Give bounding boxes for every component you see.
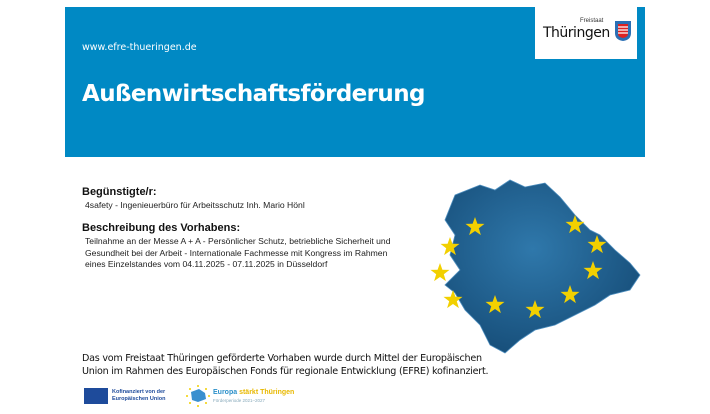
header-banner: www.efre-thueringen.de Außenwirtschaftsf…: [65, 7, 645, 157]
thueringen-map: [430, 179, 641, 354]
beneficiary-label: Begünstigte/r:: [82, 186, 157, 198]
star-icon: [430, 263, 450, 282]
logo-line2: Thüringen: [543, 25, 610, 41]
beneficiary-value: 4safety - Ingenieuerbüro für Arbeitsschu…: [85, 200, 305, 210]
star-icon: [443, 290, 463, 309]
efre-slogan: Europa stärkt Thüringen: [213, 389, 295, 396]
star-icon: [587, 235, 607, 254]
description-line: Teilnahme an der Messe A + A - Persönlic…: [85, 236, 391, 246]
eu-flag-icon: [84, 388, 108, 404]
description-line: Gesundheit bei der Arbeit - Internationa…: [85, 247, 388, 258]
funding-notice: Das vom Freistaat Thüringen geförderte V…: [82, 352, 489, 378]
star-icon: [440, 237, 460, 256]
description-text: Teilnahme an der Messe A + A - Persönlic…: [85, 236, 391, 271]
page-title: Außenwirtschaftsförderung: [82, 81, 425, 107]
coat-of-arms-icon: [615, 21, 631, 41]
eu-stars: [430, 215, 607, 319]
description-label: Beschreibung des Vorhabens:: [82, 222, 241, 234]
efre-logo-icon: [186, 385, 210, 407]
star-icon: [565, 215, 585, 234]
star-icon: [525, 300, 545, 319]
funding-line: Das vom Freistaat Thüringen geförderte V…: [82, 353, 482, 364]
funding-line: Union im Rahmen des Europäischen Fonds f…: [82, 366, 489, 377]
logo-line1: Freistaat: [580, 18, 604, 24]
star-icon: [560, 285, 580, 304]
description-line: eines Einzelstandes vom 04.11.2025 - 07.…: [85, 259, 328, 269]
funding-period: Förderperiode 2021–2027: [213, 398, 266, 403]
thueringen-logo: Freistaat Thüringen: [535, 7, 637, 59]
eu-cofinanced-label: Kofinanziert von der Europäischen Union: [112, 389, 166, 402]
star-icon: [465, 217, 485, 236]
star-icon: [583, 261, 603, 280]
website-url[interactable]: www.efre-thueringen.de: [82, 42, 197, 53]
star-icon: [485, 295, 505, 314]
